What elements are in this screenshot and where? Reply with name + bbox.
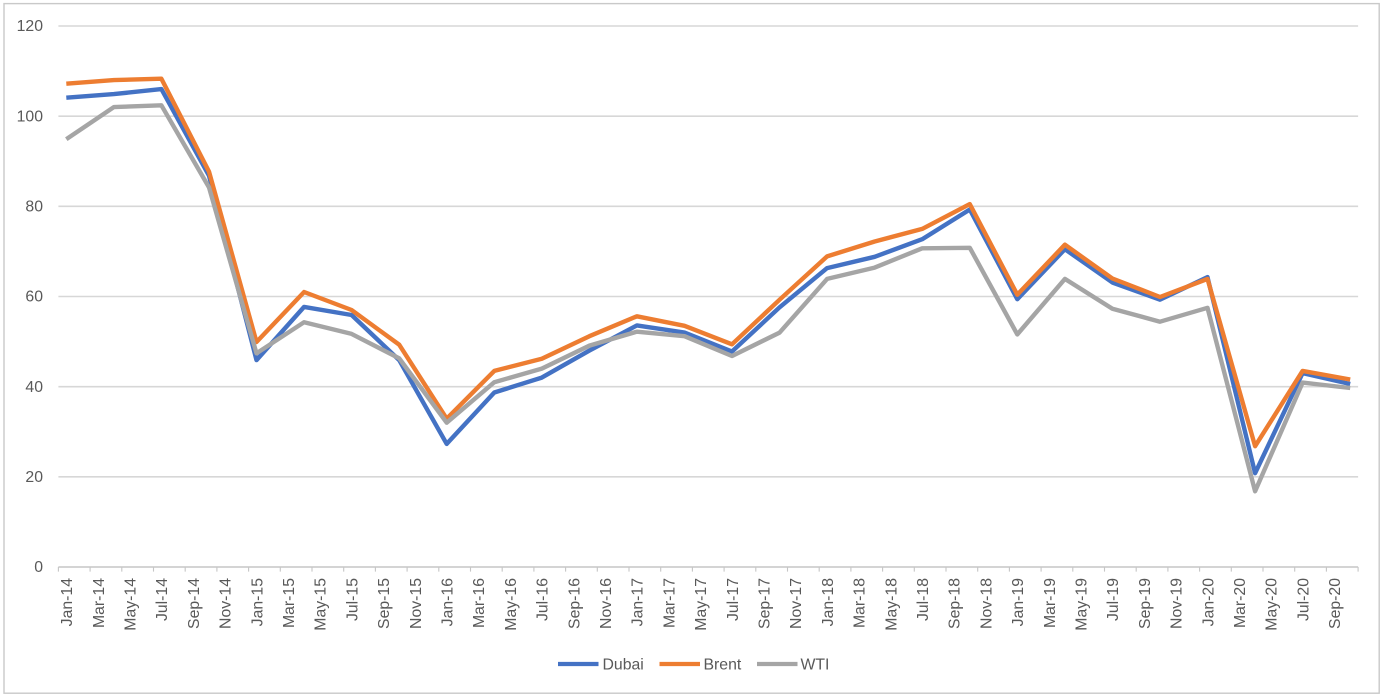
svg-text:Mar-15: Mar-15	[281, 578, 298, 628]
svg-text:Nov-18: Nov-18	[978, 578, 995, 629]
svg-text:May-19: May-19	[1074, 578, 1091, 631]
svg-text:Mar-16: Mar-16	[471, 578, 488, 628]
svg-text:Mar-17: Mar-17	[661, 578, 678, 628]
svg-text:Mar-14: Mar-14	[91, 578, 108, 628]
svg-text:Jan-16: Jan-16	[440, 578, 457, 627]
svg-text:May-20: May-20	[1264, 578, 1281, 631]
svg-text:60: 60	[25, 289, 43, 306]
svg-text:40: 40	[25, 379, 43, 396]
svg-text:Nov-15: Nov-15	[408, 578, 425, 629]
svg-text:80: 80	[25, 199, 43, 216]
svg-text:Nov-16: Nov-16	[598, 578, 615, 629]
svg-text:WTI: WTI	[801, 656, 830, 673]
svg-text:20: 20	[25, 469, 43, 486]
svg-text:Jul-20: Jul-20	[1295, 578, 1312, 621]
svg-text:Jul-19: Jul-19	[1105, 578, 1122, 621]
svg-text:Sep-15: Sep-15	[376, 578, 393, 629]
svg-text:Jan-20: Jan-20	[1200, 578, 1217, 627]
svg-text:Nov-17: Nov-17	[788, 578, 805, 629]
svg-text:Jan-18: Jan-18	[820, 578, 837, 627]
svg-text:0: 0	[34, 559, 43, 576]
svg-text:Brent: Brent	[704, 656, 742, 673]
svg-text:Sep-19: Sep-19	[1137, 578, 1154, 629]
svg-text:May-17: May-17	[693, 578, 710, 631]
svg-text:Mar-20: Mar-20	[1232, 578, 1249, 628]
svg-text:Sep-20: Sep-20	[1327, 578, 1344, 629]
svg-text:Jan-19: Jan-19	[1010, 578, 1027, 627]
svg-text:Jan-17: Jan-17	[630, 578, 647, 626]
svg-text:Sep-17: Sep-17	[757, 578, 774, 629]
svg-text:Jan-14: Jan-14	[59, 578, 76, 627]
svg-text:Dubai: Dubai	[603, 656, 644, 673]
svg-text:120: 120	[17, 18, 44, 35]
svg-text:May-16: May-16	[503, 578, 520, 631]
svg-text:Jul-18: Jul-18	[915, 578, 932, 621]
svg-text:May-14: May-14	[123, 578, 140, 631]
svg-text:Sep-18: Sep-18	[947, 578, 964, 629]
svg-text:Nov-19: Nov-19	[1169, 578, 1186, 629]
svg-text:Mar-18: Mar-18	[852, 578, 869, 628]
svg-text:Nov-14: Nov-14	[218, 578, 235, 629]
svg-text:100: 100	[17, 108, 44, 125]
svg-text:Jul-14: Jul-14	[154, 578, 171, 621]
svg-text:Jul-15: Jul-15	[344, 578, 361, 621]
svg-text:Jul-17: Jul-17	[725, 578, 742, 621]
svg-text:May-15: May-15	[313, 578, 330, 631]
svg-text:May-18: May-18	[883, 578, 900, 631]
svg-text:Jul-16: Jul-16	[535, 578, 552, 621]
svg-text:Sep-14: Sep-14	[186, 578, 203, 629]
svg-text:Jan-15: Jan-15	[249, 578, 266, 627]
svg-text:Mar-19: Mar-19	[1042, 578, 1059, 628]
svg-text:Sep-16: Sep-16	[566, 578, 583, 629]
